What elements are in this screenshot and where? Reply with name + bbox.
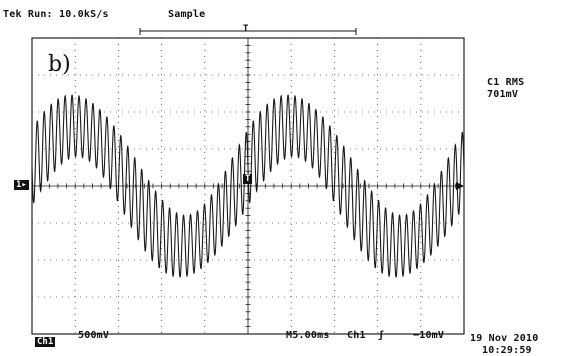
- trigger-source: Ch1: [347, 330, 366, 341]
- volts-per-div: 500mV: [78, 330, 110, 341]
- acquisition-status: Tek Run: 10.0kS/s: [3, 9, 109, 20]
- waveform-trace: [31, 94, 465, 278]
- channel-ground-label: 1: [16, 180, 22, 190]
- panel-label: b): [48, 52, 71, 77]
- measurement-value: 701mV: [487, 89, 519, 100]
- measurement-name: C1 RMS: [487, 77, 525, 88]
- trigger-level-arrow: [456, 182, 464, 190]
- trigger-position-marker: T: [243, 24, 249, 34]
- timebase: M5.00ms: [286, 330, 330, 341]
- trigger-level: −10mV: [413, 330, 445, 341]
- record-window-bracket: [139, 28, 357, 35]
- graticule-grid: [31, 37, 465, 335]
- channel-indicator: Ch1: [35, 329, 56, 348]
- trigger-slope-icon: ʃ: [378, 330, 385, 341]
- channel-ground-marker: 1▸: [14, 180, 29, 190]
- capture-time: 10:29:59: [482, 345, 532, 356]
- capture-date: 19 Nov 2010: [470, 333, 539, 344]
- trigger-point-marker: T: [243, 174, 253, 184]
- acquisition-mode: Sample: [168, 9, 206, 20]
- channel-label: Ch1: [35, 337, 56, 347]
